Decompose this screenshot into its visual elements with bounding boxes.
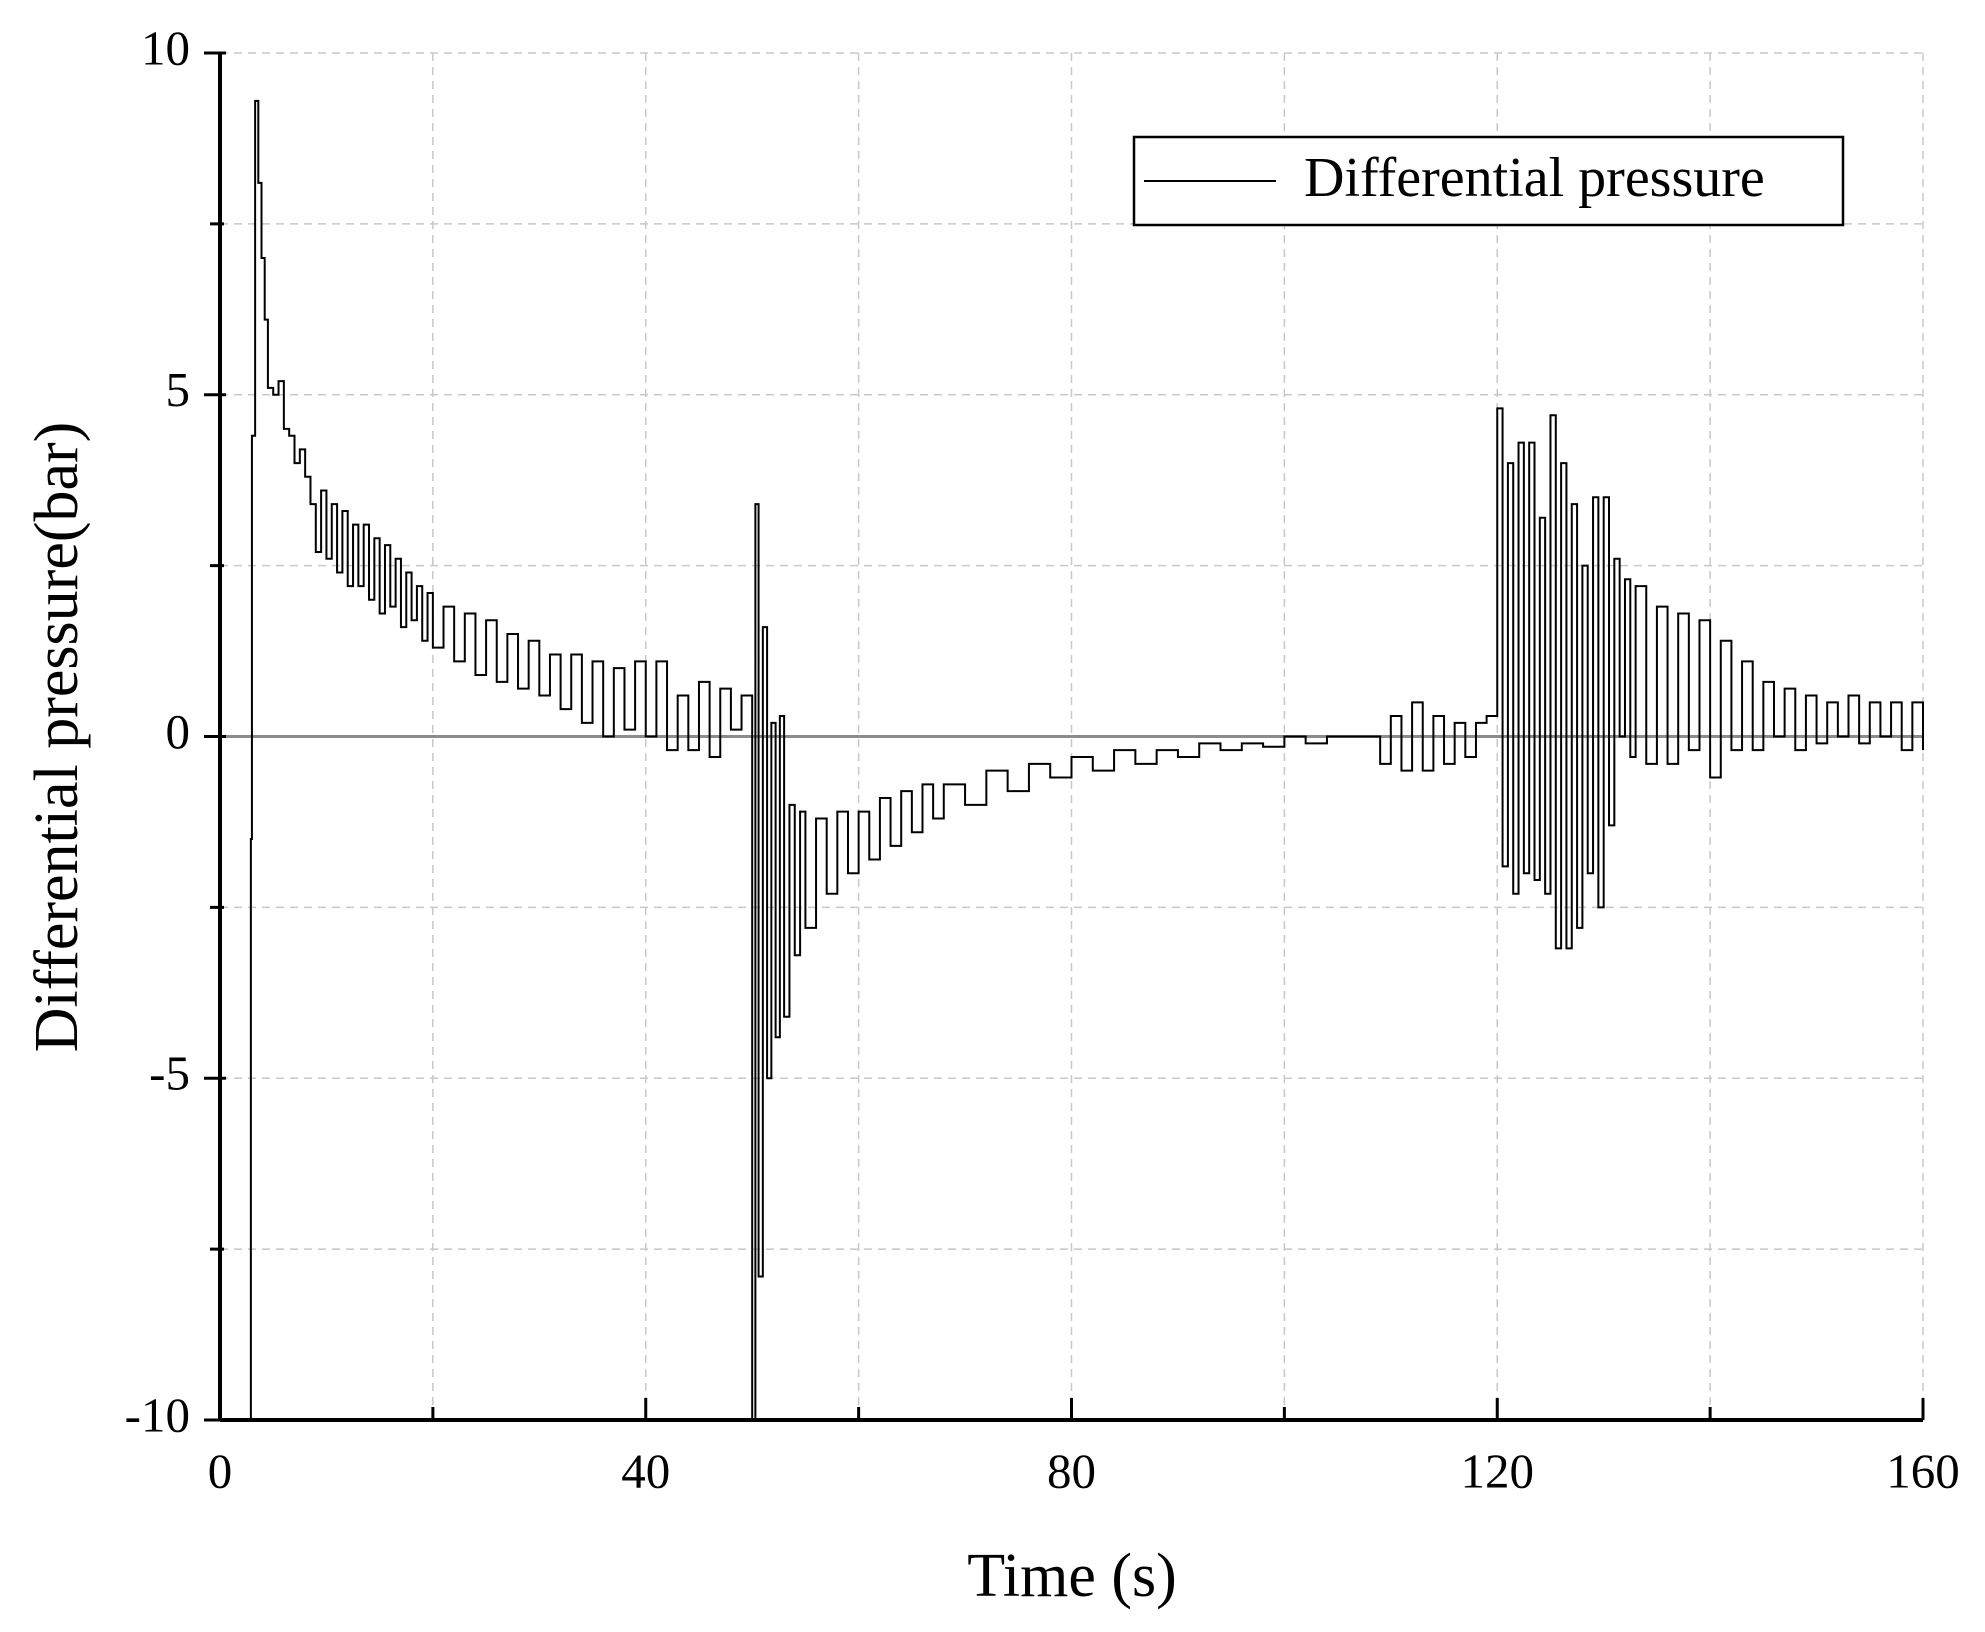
y-tick-label: 5	[166, 362, 191, 417]
y-tick-label: -5	[149, 1046, 190, 1101]
x-tick-label: 40	[621, 1443, 670, 1498]
x-tick-label: 0	[208, 1443, 233, 1498]
x-tick-label: 80	[1047, 1443, 1096, 1498]
x-tick-label: 160	[1886, 1443, 1960, 1498]
y-tick-label: 0	[166, 704, 191, 759]
y-tick-label: -10	[125, 1387, 190, 1442]
legend-label: Differential pressure	[1304, 147, 1765, 209]
y-tick-label: 10	[141, 20, 190, 75]
legend: Differential pressure	[1132, 135, 1845, 227]
x-tick-label: 120	[1461, 1443, 1535, 1498]
data-line	[249, 99, 1924, 1421]
plot-area	[220, 99, 1924, 1421]
y-axis-title: Differential pressure(bar)	[23, 422, 91, 1053]
axes: 0 40 80 120 160 -10 -5 0 5 10	[125, 20, 1960, 1498]
x-axis-title: Time (s)	[967, 1542, 1177, 1610]
